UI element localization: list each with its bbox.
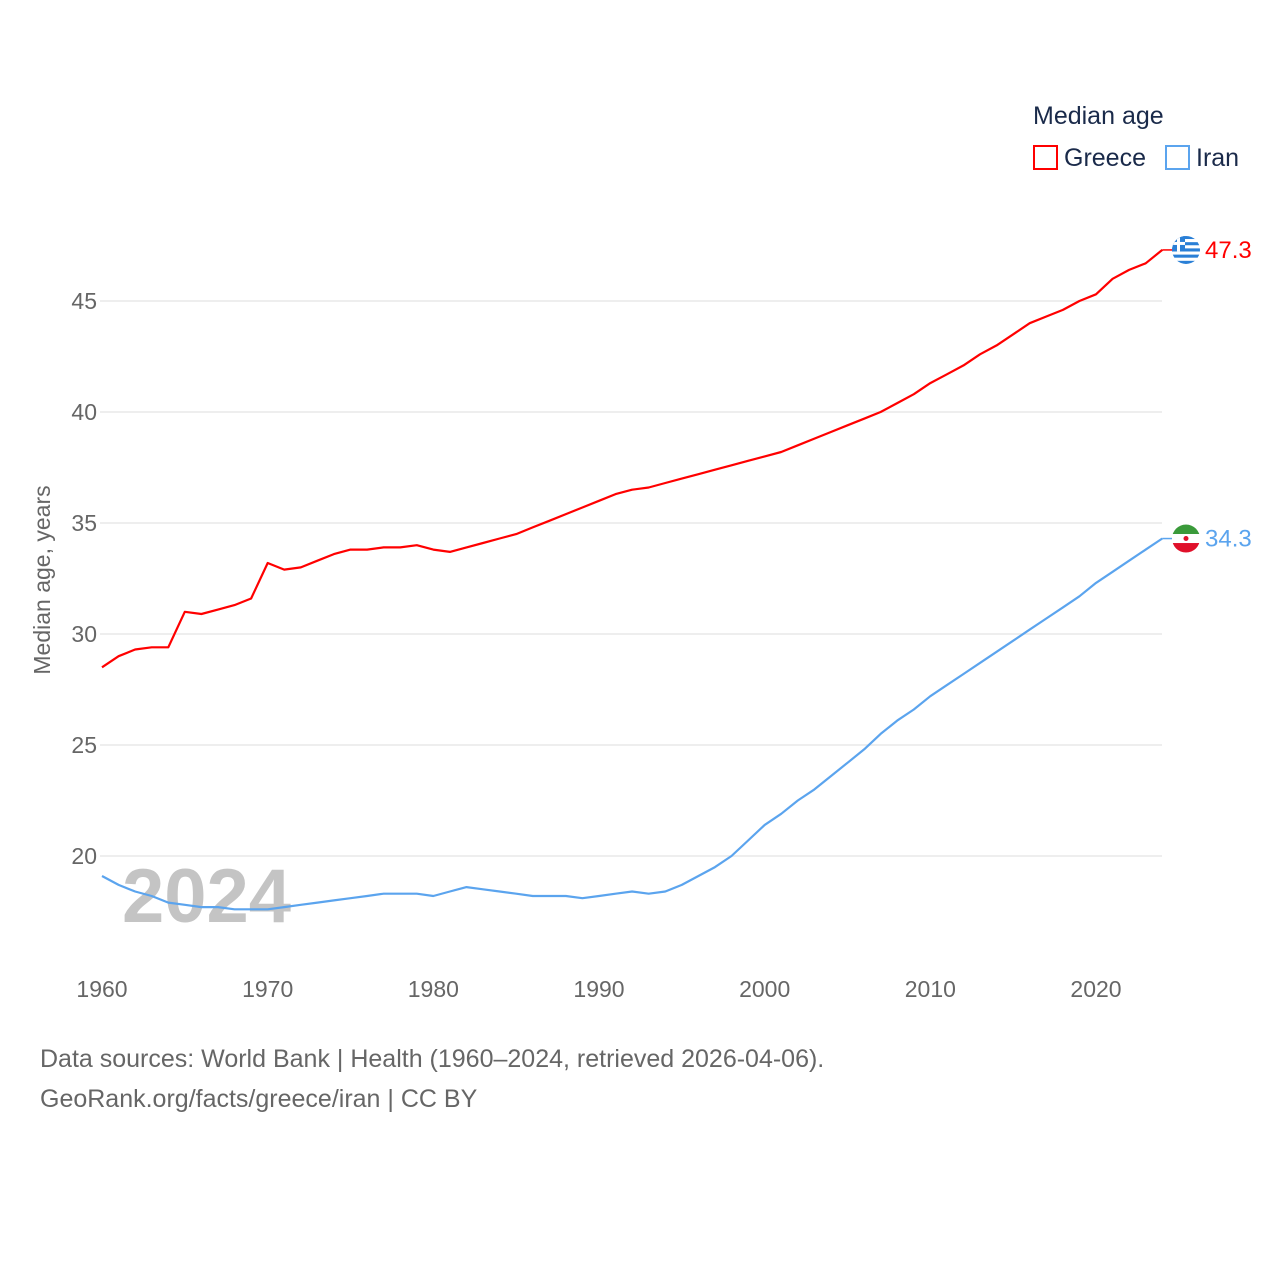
x-axis: 1960 1970 1980 1990 2000 2010 2020 <box>76 976 1121 1002</box>
grid <box>100 300 1162 857</box>
y-tick-label: 30 <box>71 621 97 647</box>
data-source-note: Data sources: World Bank | Health (1960–… <box>40 1045 825 1073</box>
y-axis-label: Median age, years <box>29 485 55 674</box>
y-tick-label: 40 <box>71 399 97 425</box>
year-watermark: 2024 <box>122 854 291 939</box>
end-labels: 47.3 34.3 <box>1162 235 1252 553</box>
end-value-label-greece: 47.3 <box>1205 237 1252 264</box>
legend-label-greece[interactable]: Greece <box>1064 144 1146 172</box>
y-tick-label: 35 <box>71 510 97 536</box>
series-lines <box>101 249 1163 911</box>
legend-swatch-iran[interactable] <box>1165 145 1190 170</box>
y-tick-label: 45 <box>71 288 97 314</box>
x-tick-label: 1990 <box>573 976 624 1002</box>
attribution-link[interactable]: GeoRank.org/facts/greece/iran | CC BY <box>40 1085 478 1113</box>
y-tick-label: 20 <box>71 843 97 869</box>
series-line-greece <box>101 249 1163 669</box>
legend-title: Median age <box>1033 102 1164 130</box>
x-tick-label: 1960 <box>76 976 127 1002</box>
x-tick-label: 1970 <box>242 976 293 1002</box>
legend-label-iran[interactable]: Iran <box>1196 144 1239 172</box>
end-value-label-iran: 34.3 <box>1205 526 1252 553</box>
series-line-iran <box>101 537 1163 911</box>
x-tick-label: 2020 <box>1070 976 1121 1002</box>
x-tick-label: 2000 <box>739 976 790 1002</box>
legend-swatch-greece[interactable] <box>1033 145 1058 170</box>
iran-flag-icon <box>1172 524 1200 553</box>
y-axis: 20 25 30 35 40 45 <box>71 288 97 869</box>
y-tick-label: 25 <box>71 732 97 758</box>
greece-flag-icon <box>1172 235 1200 264</box>
x-tick-label: 1980 <box>408 976 459 1002</box>
legend: Median age Greece Iran <box>1033 102 1239 172</box>
x-tick-label: 2010 <box>905 976 956 1002</box>
